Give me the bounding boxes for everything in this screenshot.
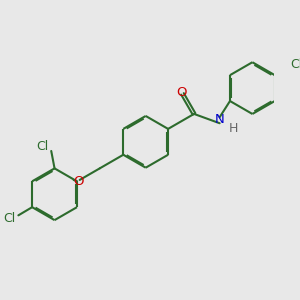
Text: Cl: Cl <box>291 58 300 71</box>
Text: Cl: Cl <box>36 140 49 153</box>
Text: N: N <box>215 113 224 127</box>
Text: O: O <box>176 86 187 99</box>
Text: Cl: Cl <box>4 212 16 225</box>
Text: H: H <box>229 122 239 135</box>
Text: O: O <box>73 175 84 188</box>
